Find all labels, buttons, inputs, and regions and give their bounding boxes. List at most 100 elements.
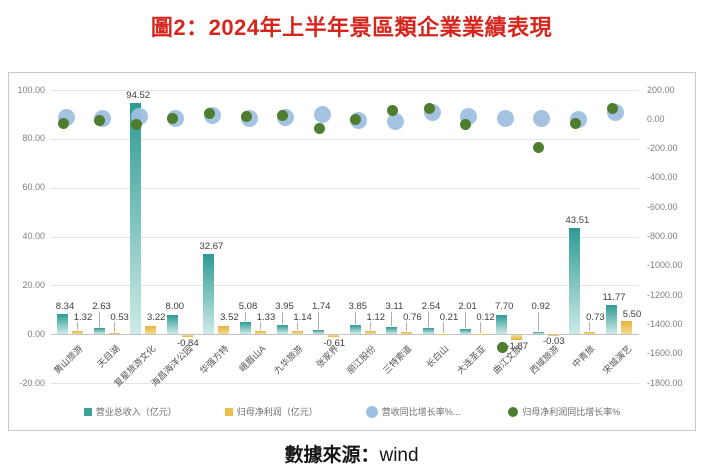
- profit-growth-marker: [277, 110, 289, 122]
- label-leader-line: [369, 322, 371, 331]
- profit-growth-marker: [386, 105, 398, 116]
- profit-growth-marker: [130, 119, 142, 131]
- profit-value-label: 0.73: [586, 312, 605, 324]
- profit-bar: [584, 332, 596, 335]
- right-axis-tick: -800.00: [647, 231, 678, 241]
- category-label: 宋城演艺: [600, 343, 634, 377]
- revenue-value-label: 32.67: [199, 241, 224, 253]
- category-label: 天目湖: [94, 343, 122, 370]
- label-leader-line: [281, 312, 283, 324]
- plot-area: 100.00 80.00 60.00 40.00 20.00 0.00 -20.00 200.…: [9, 73, 695, 430]
- gridline: [51, 138, 639, 140]
- label-leader-line: [296, 322, 298, 331]
- profit-growth-marker: [313, 122, 325, 134]
- left-axis-tick: 80.00: [22, 133, 45, 144]
- category-label: 黄山旅游: [51, 343, 85, 377]
- label-leader-line: [428, 312, 429, 327]
- gridline: [51, 334, 639, 336]
- chart-legend: 营业总收入（亿元） 归母净利润（亿元） 营收同比增长率%... 归母净利润同比增长率%: [9, 405, 695, 418]
- left-axis-tick: 0.00: [27, 328, 45, 339]
- profit-growth-marker: [94, 114, 106, 126]
- revenue-bar: [423, 328, 434, 335]
- label-leader-line: [406, 322, 408, 332]
- revenue-value-label: 43.51: [565, 214, 590, 226]
- right-axis-tick: -1600.00: [647, 348, 683, 359]
- profit-value-label: 0.76: [403, 312, 422, 324]
- revenue-bar: [349, 324, 361, 335]
- revenue-bar: [166, 314, 178, 335]
- profit-bar: [401, 332, 413, 335]
- revenue-bar: [276, 324, 288, 335]
- right-axis-tick: -1000.00: [647, 260, 683, 271]
- source-value: wind: [379, 445, 419, 466]
- legend-item-0: 营业总收入（亿元）: [83, 405, 177, 418]
- profit-value-label: 1.14: [293, 312, 312, 324]
- revenue-bar: [313, 329, 325, 335]
- profit-bar: [511, 335, 523, 340]
- chart-panel: 100.00 80.00 60.00 40.00 20.00 0.00 -20.00 200.…: [8, 72, 696, 431]
- revenue-value-label: 8.34: [55, 300, 75, 312]
- right-axis-tick: -1800.00: [647, 377, 683, 388]
- right-axis-tick: -200.00: [647, 143, 678, 154]
- profit-bar: [438, 333, 449, 335]
- profit-bar: [72, 330, 83, 335]
- right-axis-tick: -400.00: [647, 172, 678, 183]
- left-axis-tick: 40.00: [22, 231, 45, 241]
- revenue-value-label: 3.85: [348, 301, 368, 313]
- label-leader-line: [113, 322, 115, 332]
- profit-growth-marker: [167, 113, 179, 125]
- right-axis-tick: -1400.00: [647, 318, 683, 329]
- revenue-value-label: 2.63: [92, 301, 111, 313]
- profit-bar: [328, 335, 340, 337]
- revenue-value-label: 0.92: [531, 301, 551, 313]
- profit-value-label: 0.53: [110, 312, 129, 324]
- category-label: 九华旅游: [271, 343, 305, 377]
- profit-value-label: 0.12: [476, 312, 495, 324]
- right-axis-tick: -600.00: [647, 201, 678, 212]
- revenue-bar: [130, 103, 142, 335]
- revenue-bar: [93, 327, 105, 335]
- label-leader-line: [318, 312, 320, 329]
- profit-growth-marker: [496, 342, 508, 354]
- revenue-value-label: 7.70: [494, 301, 514, 313]
- profit-bar: [218, 325, 230, 335]
- category-label: 峨眉山A: [237, 343, 268, 375]
- profit-growth-marker: [423, 102, 435, 114]
- revenue-value-label: 3.11: [385, 301, 404, 313]
- gridline: [51, 383, 639, 384]
- profit-bar: [474, 333, 486, 335]
- revenue-growth-marker: [313, 106, 331, 124]
- revenue-growth-marker: [496, 110, 514, 128]
- profit-growth-marker: [203, 107, 215, 119]
- profit-bar: [145, 326, 157, 335]
- profit-growth-marker: [569, 118, 581, 130]
- legend-item-2: 营收同比增长率%...: [365, 405, 461, 418]
- profit-bar: [364, 331, 376, 335]
- legend-label: 营收同比增长率%...: [381, 407, 461, 417]
- right-axis-tick: -1200.00: [647, 289, 683, 300]
- revenue-value-label: 5.08: [238, 301, 258, 313]
- revenue-value-label: 2.01: [458, 301, 477, 313]
- revenue-bar: [203, 254, 215, 335]
- source-label: 數據來源：: [284, 445, 380, 466]
- revenue-value-label: 2.54: [421, 301, 441, 313]
- label-leader-line: [77, 322, 78, 330]
- profit-bar: [621, 320, 632, 335]
- right-axis-tick: 200.00: [647, 84, 675, 95]
- profit-bar: [291, 331, 303, 335]
- revenue-bar: [459, 329, 471, 335]
- profit-bar: [547, 335, 559, 337]
- label-leader-line: [354, 312, 356, 324]
- revenue-value-label: 8.00: [165, 301, 185, 313]
- category-label: 长白山: [424, 343, 451, 370]
- profit-value-label: 3.52: [220, 312, 239, 324]
- label-leader-line: [98, 312, 100, 327]
- revenue-value-label: 11.77: [602, 292, 626, 304]
- left-axis-tick: 20.00: [22, 279, 45, 290]
- left-axis-tick: 60.00: [22, 182, 45, 193]
- revenue-growth-marker: [386, 113, 404, 130]
- profit-bar: [181, 335, 193, 338]
- profit-bar: [255, 330, 266, 335]
- revenue-bar: [386, 326, 398, 335]
- label-leader-line: [464, 312, 466, 329]
